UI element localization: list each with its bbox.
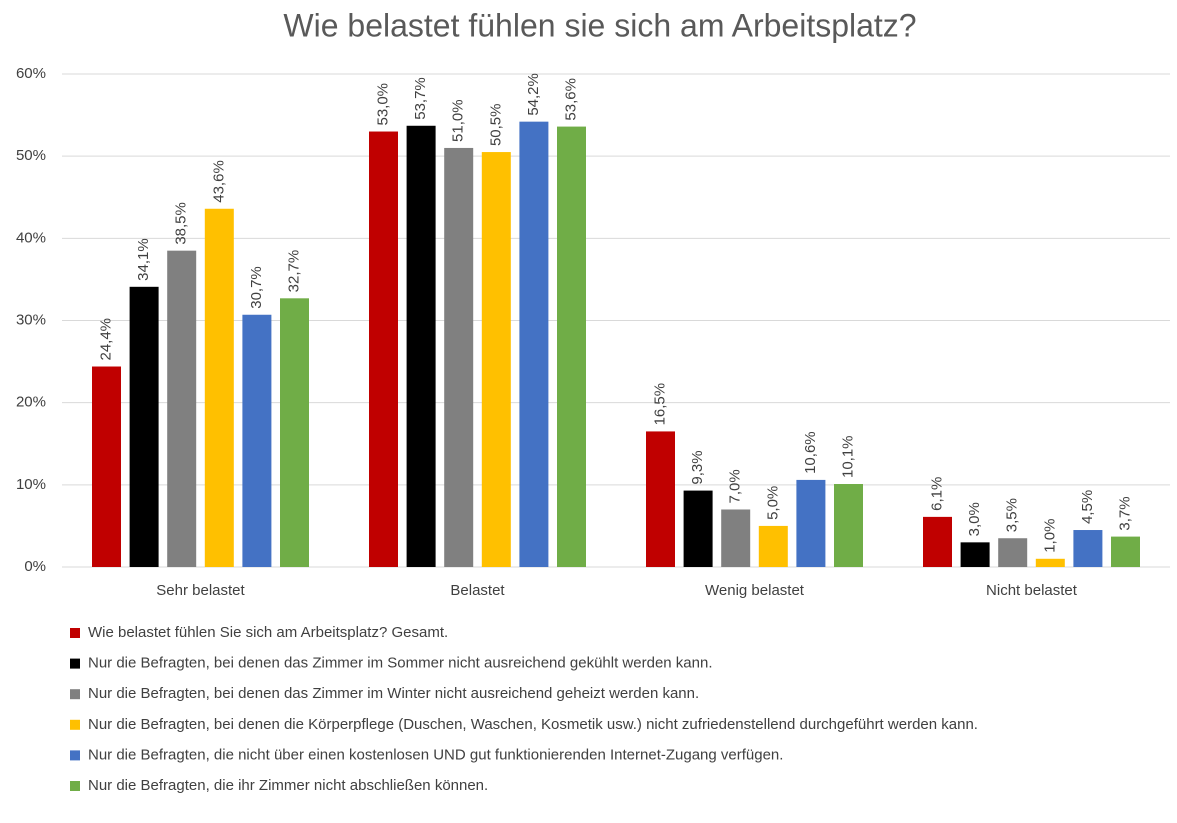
legend-label: Nur die Befragten, bei denen das Zimmer … (88, 685, 699, 702)
data-label: 10,1% (839, 435, 856, 478)
legend-swatch (70, 719, 80, 730)
bar (998, 538, 1028, 567)
bar (721, 509, 751, 567)
y-tick-label: 30% (16, 311, 46, 328)
data-label: 43,6% (210, 160, 227, 203)
bar (481, 152, 511, 567)
legend-swatch (70, 689, 80, 700)
data-label: 50,5% (487, 104, 504, 147)
data-label: 3,0% (966, 502, 983, 536)
bar (444, 147, 474, 567)
bar (369, 131, 398, 567)
data-label: 6,1% (928, 477, 945, 511)
bar (204, 208, 234, 567)
data-label: 38,5% (173, 202, 190, 245)
data-label: 24,4% (97, 318, 114, 361)
data-label: 3,7% (1116, 496, 1133, 530)
bar (796, 479, 826, 567)
data-label: 4,5% (1079, 490, 1096, 524)
legend-swatch (70, 658, 80, 669)
legend-swatch (70, 628, 80, 638)
bar (834, 484, 863, 567)
data-label: 32,7% (285, 250, 302, 293)
chart-title: Wie belastet fühlen sie sich am Arbeitsp… (283, 7, 916, 43)
legend-label: Wie belastet fühlen Sie sich am Arbeitsp… (88, 624, 448, 641)
bar (1073, 530, 1103, 567)
data-label: 34,1% (135, 238, 152, 281)
data-label: 10,6% (802, 431, 819, 474)
bar (129, 286, 159, 567)
y-tick-label: 50% (16, 147, 46, 164)
data-label: 53,0% (374, 83, 391, 126)
legend-label: Nur die Befragten, bei denen das Zimmer … (88, 655, 713, 672)
x-tick-label: Belastet (450, 582, 505, 599)
bar (960, 542, 990, 567)
data-label: 51,0% (450, 99, 467, 142)
data-label: 7,0% (727, 469, 744, 503)
data-label: 16,5% (651, 383, 668, 426)
bar (1035, 558, 1065, 567)
legend-swatch (70, 750, 80, 761)
data-label: 1,0% (1041, 519, 1058, 553)
bar (406, 125, 436, 567)
bar (242, 314, 272, 567)
y-tick-label: 60% (16, 65, 46, 82)
bar (923, 516, 952, 567)
bar (519, 121, 549, 567)
bar (280, 298, 309, 567)
x-tick-label: Nicht belastet (986, 582, 1078, 599)
legend-swatch (70, 781, 80, 791)
data-label: 54,2% (525, 73, 542, 116)
bar (167, 250, 197, 568)
data-label: 53,7% (412, 77, 429, 120)
y-tick-label: 0% (24, 558, 46, 575)
bar (1111, 536, 1140, 567)
legend-label: Nur die Befragten, die nicht über einen … (88, 746, 783, 763)
x-tick-label: Wenig belastet (705, 582, 805, 599)
bar (557, 126, 586, 567)
legend-label: Nur die Befragten, bei denen die Körperp… (88, 716, 978, 733)
bar (758, 525, 788, 567)
x-tick-label: Sehr belastet (156, 582, 245, 599)
bar (92, 366, 121, 567)
data-label: 5,0% (764, 486, 781, 520)
data-label: 3,5% (1004, 498, 1021, 532)
bar (646, 431, 675, 567)
y-tick-label: 20% (16, 394, 46, 411)
legend-label: Nur die Befragten, die ihr Zimmer nicht … (88, 777, 488, 794)
y-tick-label: 10% (16, 476, 46, 493)
data-label: 53,6% (562, 78, 579, 121)
bar (683, 490, 713, 567)
data-label: 30,7% (248, 266, 265, 309)
y-tick-label: 40% (16, 229, 46, 246)
data-label: 9,3% (689, 450, 706, 484)
